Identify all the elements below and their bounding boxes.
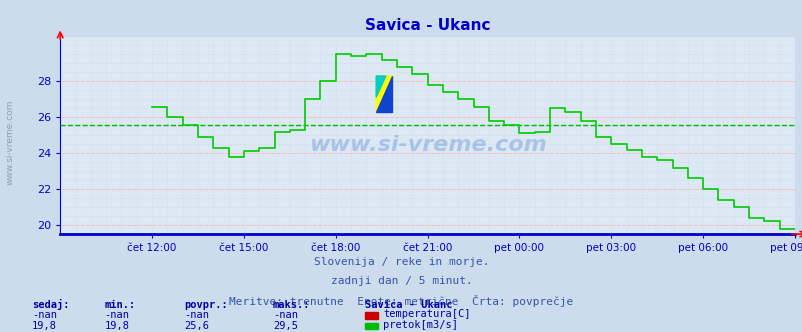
Text: 19,8: 19,8 [104,321,129,331]
Polygon shape [375,76,386,97]
Text: 19,8: 19,8 [32,321,57,331]
Text: www.si-vreme.com: www.si-vreme.com [6,100,15,186]
Text: zadnji dan / 5 minut.: zadnji dan / 5 minut. [330,276,472,286]
Text: Slovenija / reke in morje.: Slovenija / reke in morje. [314,257,488,267]
Text: povpr.:: povpr.: [184,300,228,310]
Text: -nan: -nan [184,310,209,320]
Text: temperatura[C]: temperatura[C] [383,309,470,319]
Text: maks.:: maks.: [273,300,310,310]
Polygon shape [375,76,392,112]
Text: -nan: -nan [32,310,57,320]
Text: 25,6: 25,6 [184,321,209,331]
Text: sedaj:: sedaj: [32,299,70,310]
Polygon shape [375,76,392,112]
Text: Meritve: trenutne  Enote: metrične  Črta: povprečje: Meritve: trenutne Enote: metrične Črta: … [229,295,573,307]
Text: -nan: -nan [273,310,298,320]
Text: Savica - Ukanc: Savica - Ukanc [365,300,452,310]
Text: min.:: min.: [104,300,136,310]
Title: Savica - Ukanc: Savica - Ukanc [364,18,490,33]
Text: -nan: -nan [104,310,129,320]
Text: 29,5: 29,5 [273,321,298,331]
Text: www.si-vreme.com: www.si-vreme.com [308,135,546,155]
Text: pretok[m3/s]: pretok[m3/s] [383,320,457,330]
